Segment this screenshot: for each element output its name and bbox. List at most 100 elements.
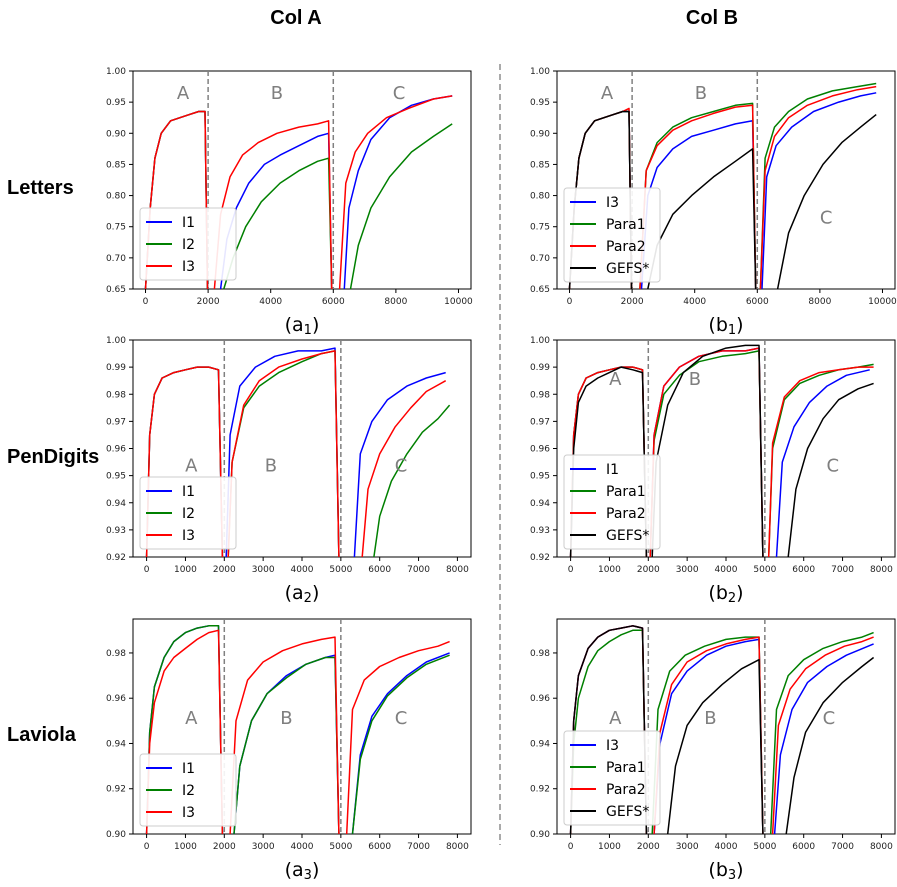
- y-tick-label: 0.95: [530, 98, 550, 108]
- y-tick-label: 0.75: [530, 223, 550, 233]
- x-tick-label: 2000: [213, 565, 236, 575]
- y-tick-label: 0.85: [106, 160, 126, 170]
- caption-text: (b: [708, 314, 727, 336]
- caption-text: (b: [708, 859, 727, 881]
- caption-end: ): [312, 859, 319, 881]
- legend-label: I3: [182, 259, 195, 275]
- series-line-i2: [373, 404, 451, 557]
- region-label: A: [609, 369, 622, 390]
- y-tick-label: 0.70: [106, 254, 126, 264]
- x-tick-label: 5000: [753, 842, 776, 852]
- series-line-i3: [345, 640, 450, 834]
- y-tick-label: 0.70: [530, 254, 550, 264]
- chart-b1: 0.65 0.70 0.75 0.80 0.85 0.90 0.95 1.00 0 2000 400…: [530, 67, 897, 338]
- x-tick-label: 2000: [637, 565, 660, 575]
- x-tick-label: 6000: [792, 842, 815, 852]
- y-tick-label: 0.95: [106, 472, 126, 482]
- chart-b3: 0.90 0.92 0.94 0.96 0.98 0 1000 2000 3000 4000 500…: [530, 618, 896, 883]
- y-tick-label: 0.90: [106, 129, 126, 139]
- legend-label: I1: [606, 462, 619, 478]
- region-label: C: [395, 708, 408, 729]
- x-tick-label: 7000: [831, 842, 854, 852]
- region-label: C: [393, 83, 406, 104]
- series-line-para1: [759, 82, 877, 289]
- x-tick-label: 4000: [683, 297, 706, 307]
- legend-box: [563, 730, 661, 826]
- caption-text: (a: [285, 314, 304, 336]
- series-line-para2: [649, 347, 764, 557]
- x-tick-label: 2000: [213, 842, 236, 852]
- caption-end: ): [736, 314, 743, 336]
- region-label: B: [280, 708, 292, 729]
- y-tick-label: 0.97: [106, 417, 126, 427]
- region-label: A: [185, 456, 198, 477]
- x-tick-label: 5000: [329, 565, 352, 575]
- x-tick-label: 8000: [446, 565, 469, 575]
- x-tick-label: 3000: [676, 842, 699, 852]
- series-line-i2: [233, 656, 340, 834]
- x-tick-label: 0: [568, 565, 574, 575]
- chart-a1: 0.65 0.70 0.75 0.80 0.85 0.90 0.95 1.00 0 2000 400…: [106, 67, 473, 338]
- y-tick-label: 0.94: [106, 739, 126, 749]
- series-line-para2: [771, 636, 874, 834]
- x-tick-label: 10000: [444, 297, 473, 307]
- legend: I1 I2 I3: [139, 207, 237, 281]
- row-label-pendigits: PenDigits: [7, 446, 99, 468]
- legend-label: Para1: [606, 760, 646, 776]
- legend-label: I1: [182, 215, 195, 231]
- legend-label: GEFS*: [606, 261, 649, 277]
- series-line-i3: [144, 110, 209, 289]
- caption-subscript: 3: [728, 868, 736, 883]
- series-line-i3: [361, 380, 447, 557]
- legend-label: Para2: [606, 506, 646, 522]
- series-line-para1: [569, 629, 648, 834]
- y-tick-label: 0.90: [530, 830, 550, 840]
- y-tick-label: 0.65: [106, 285, 126, 295]
- y-tick-label: 0.90: [530, 129, 550, 139]
- region-label: A: [609, 708, 622, 729]
- region-label: B: [695, 83, 707, 104]
- series-line-para1: [649, 350, 764, 557]
- y-tick-label: 0.92: [106, 553, 126, 563]
- series-line-para2: [639, 104, 757, 289]
- legend: I3 Para1 Para2 GEFS*: [563, 187, 661, 283]
- x-tick-label: 0: [144, 842, 150, 852]
- y-tick-label: 0.90: [106, 830, 126, 840]
- y-tick-label: 0.85: [530, 160, 550, 170]
- region-label: A: [185, 708, 198, 729]
- region-label: B: [704, 708, 716, 729]
- y-tick-label: 0.94: [530, 739, 550, 749]
- region-label: B: [271, 83, 283, 104]
- caption-end: ): [312, 314, 319, 336]
- series-line-i3: [227, 350, 340, 557]
- caption-subscript: 2: [304, 591, 312, 606]
- x-tick-label: 2000: [621, 297, 644, 307]
- region-label: A: [601, 83, 614, 104]
- series-line-i3: [653, 638, 764, 834]
- x-tick-label: 4000: [291, 842, 314, 852]
- region-label: B: [265, 456, 277, 477]
- series-line-para1: [769, 631, 874, 834]
- y-tick-label: 0.94: [530, 499, 550, 509]
- y-tick-label: 0.65: [530, 285, 550, 295]
- y-tick-label: 0.95: [530, 472, 550, 482]
- legend-label: I3: [182, 528, 195, 544]
- series-line-gefs: [569, 625, 648, 834]
- y-tick-label: 0.98: [106, 649, 126, 659]
- series-line-para1: [651, 636, 764, 834]
- series-line-i3: [761, 92, 877, 289]
- x-tick-label: 0: [143, 297, 149, 307]
- x-tick-label: 4000: [715, 565, 738, 575]
- series-line-gefs: [651, 344, 764, 557]
- series-line-i1: [351, 652, 450, 834]
- region-label: A: [177, 83, 190, 104]
- y-tick-label: 0.80: [106, 192, 126, 202]
- series-line-i2: [349, 123, 453, 289]
- x-tick-label: 6000: [792, 565, 815, 575]
- series-line-para2: [767, 366, 874, 557]
- x-tick-label: 8000: [870, 565, 893, 575]
- series-line-i3: [338, 95, 453, 289]
- series-line-gefs: [776, 114, 877, 289]
- chart-a3: 0.90 0.92 0.94 0.96 0.98 0 1000 2000 3000 4000 500…: [106, 618, 472, 883]
